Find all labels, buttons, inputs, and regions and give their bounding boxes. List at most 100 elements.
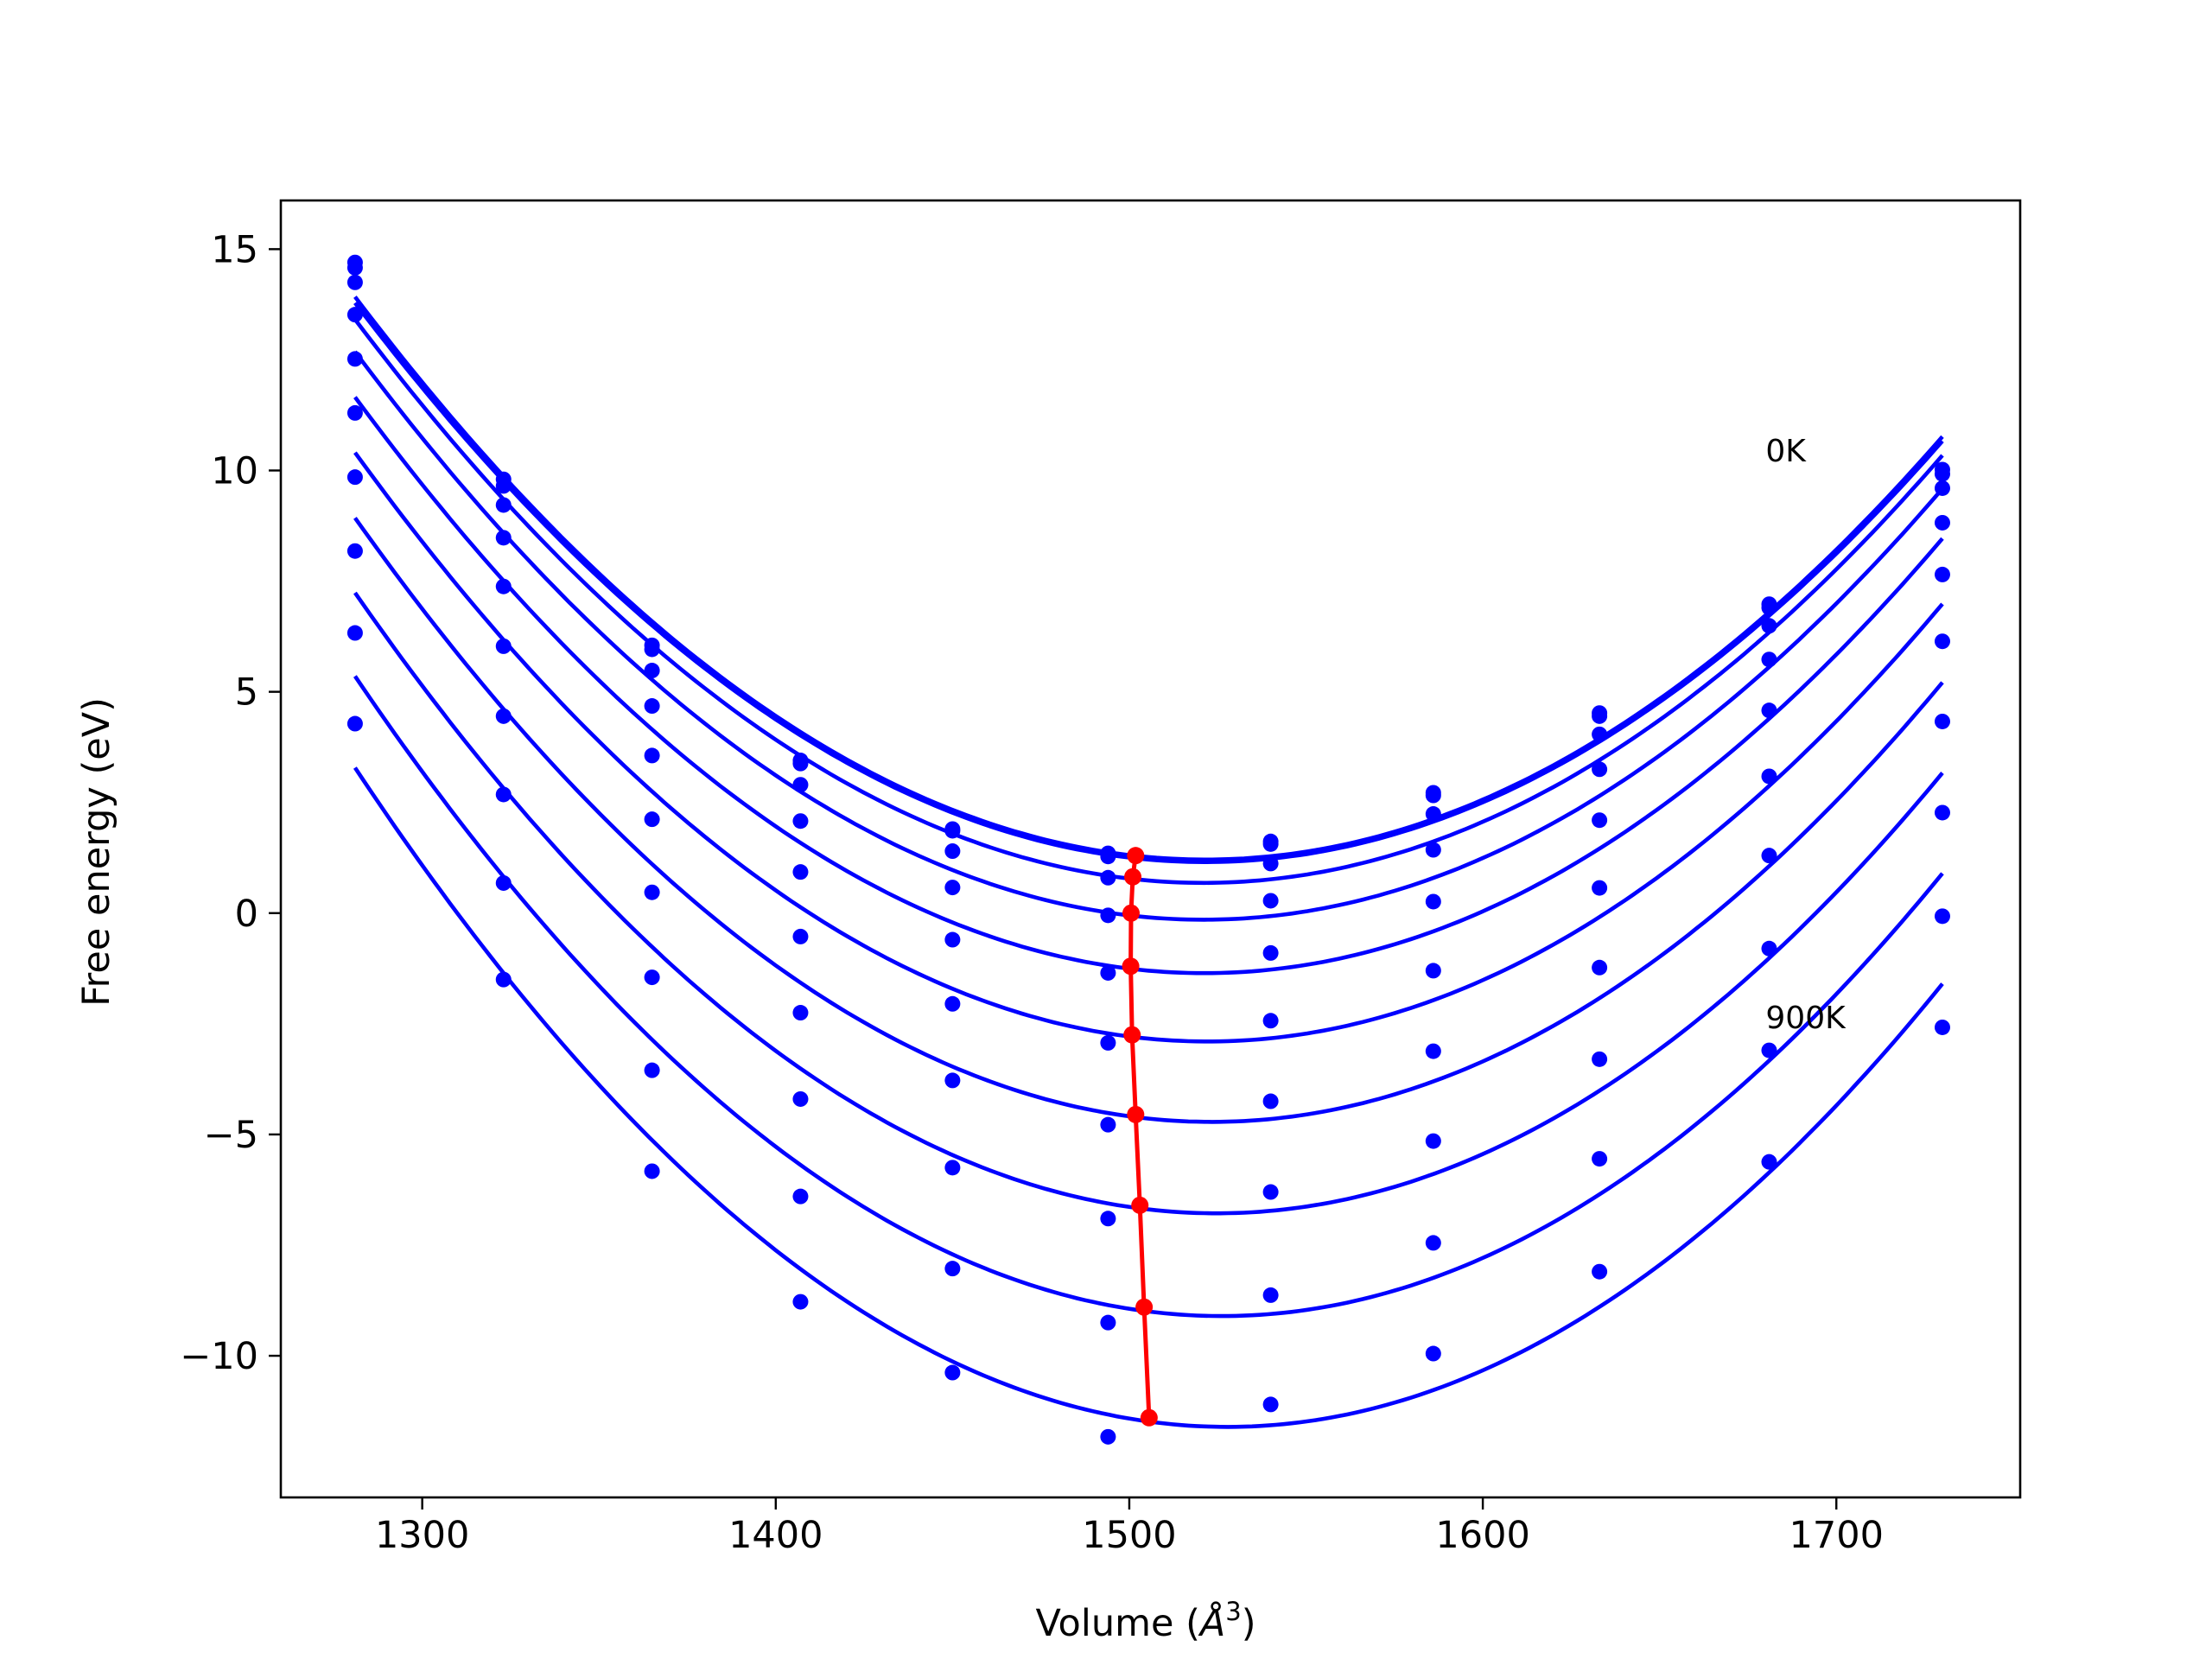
x-tick-label: 1700 (1789, 1514, 1884, 1557)
y-tick-label: 15 (211, 228, 258, 271)
y-tick-label: 5 (235, 671, 258, 715)
curve-10-point (1425, 1345, 1441, 1362)
curve-6-point (1425, 963, 1441, 979)
curve-4 (353, 350, 1944, 922)
curve-2 (353, 302, 1944, 865)
curve-8-point (1761, 940, 1777, 957)
curve-9-point (792, 1188, 809, 1205)
curve-4-point (792, 813, 809, 830)
curve-6-point (944, 995, 961, 1012)
curve-7-point (1262, 1093, 1279, 1109)
curve-4-point (644, 698, 660, 715)
curve-9-point (1425, 1235, 1441, 1251)
curve-5-point (1100, 964, 1116, 981)
curve-6-point (1592, 880, 1608, 896)
axes-frame (279, 199, 2022, 1499)
curve-5-point (644, 747, 660, 764)
curve-7-point (944, 1072, 961, 1089)
curve-10-point (644, 1163, 660, 1179)
curve-4-point (1425, 842, 1441, 858)
x-tick-label: 1500 (1082, 1514, 1176, 1557)
curve-7 (353, 517, 1944, 1124)
curve-5-point (1592, 812, 1608, 829)
x-tick-label: 1600 (1435, 1514, 1529, 1557)
curve-9-point (346, 625, 363, 641)
equilibrium-point (1140, 1408, 1158, 1427)
x-axis-label: Volume (Å3) (1035, 1597, 1255, 1645)
curve-6-point (792, 928, 809, 944)
curve-2-point (1592, 708, 1608, 724)
curve-6-point (1934, 633, 1950, 650)
curve-4-point (1100, 907, 1116, 924)
equilibrium-point (1127, 1105, 1145, 1123)
curve-5-point (1761, 702, 1777, 719)
curve-3-point (495, 497, 512, 513)
curve-7-point (346, 469, 363, 486)
curve-3-point (1761, 618, 1777, 634)
curve-7-point (495, 708, 512, 724)
curve-5-point (346, 351, 363, 367)
curve-9-point (1100, 1314, 1116, 1331)
curve-6-point (1761, 768, 1777, 785)
curve-7-point (1425, 1043, 1441, 1059)
equilibrium-point (1127, 847, 1145, 865)
curve-9-point (495, 874, 512, 891)
curve-10-point (495, 971, 512, 988)
y-tick-label: −5 (204, 1114, 258, 1157)
curve-8-point (1592, 1051, 1608, 1067)
curve-5-point (944, 931, 961, 948)
curve-3 (353, 318, 1944, 886)
curve-5-point (495, 578, 512, 594)
x-axis-ticks: 1300 1400 1500 1600 1700 (375, 1497, 1884, 1557)
curve-6-point (644, 811, 660, 828)
curve-3-point (1262, 855, 1279, 872)
curve-4-point (495, 530, 512, 546)
y-tick-label: 10 (211, 449, 258, 493)
curve-7-point (644, 884, 660, 900)
curve-8-point (944, 1160, 961, 1176)
curve-10-point (346, 715, 363, 732)
curve-9-point (644, 1062, 660, 1078)
curve-8-point (346, 543, 363, 559)
curve-2-point (1100, 849, 1116, 865)
curve-9-point (1761, 1042, 1777, 1058)
curve-1 (353, 296, 1944, 862)
curve-10-point (1592, 1263, 1608, 1280)
curve-8-point (792, 1090, 809, 1107)
curve-2-point (1425, 787, 1441, 804)
curve-8-point (1425, 1133, 1441, 1149)
curve-2-point (1934, 466, 1950, 482)
curve-7-point (1934, 713, 1950, 729)
equilibrium-point (1122, 904, 1140, 922)
curve-7-point (792, 1005, 809, 1021)
y-axis-label: Free energy (eV) (75, 697, 118, 1007)
curve-4-point (1934, 514, 1950, 531)
curve-10-point (1100, 1428, 1116, 1445)
curve-6-point (1262, 1013, 1279, 1029)
curve-2-point (346, 259, 363, 276)
curve-8-point (1262, 1184, 1279, 1200)
curve-10-point (1761, 1154, 1777, 1170)
curve-5 (353, 396, 1944, 976)
curve-2-point (1262, 836, 1279, 852)
annotations: 0K 900K (1765, 434, 1847, 1036)
curve-4-point (346, 307, 363, 323)
curve-8 (353, 591, 1944, 1216)
curve-4-point (944, 880, 961, 896)
x-tick-label: 1300 (375, 1514, 469, 1557)
equilibrium-point (1135, 1298, 1154, 1316)
curve-10-point (1262, 1396, 1279, 1413)
curve-5-point (1425, 893, 1441, 910)
curve-3-point (944, 843, 961, 860)
curve-9-point (1262, 1287, 1279, 1303)
y-tick-label: 0 (235, 893, 258, 936)
x-tick-label: 1400 (728, 1514, 823, 1557)
curve-10-point (944, 1364, 961, 1381)
free-energy-curves (346, 254, 1950, 1445)
curve-7-point (1761, 848, 1777, 864)
curve-5-point (1262, 944, 1279, 961)
curve-8-point (644, 969, 660, 986)
curve-2-point (644, 641, 660, 658)
